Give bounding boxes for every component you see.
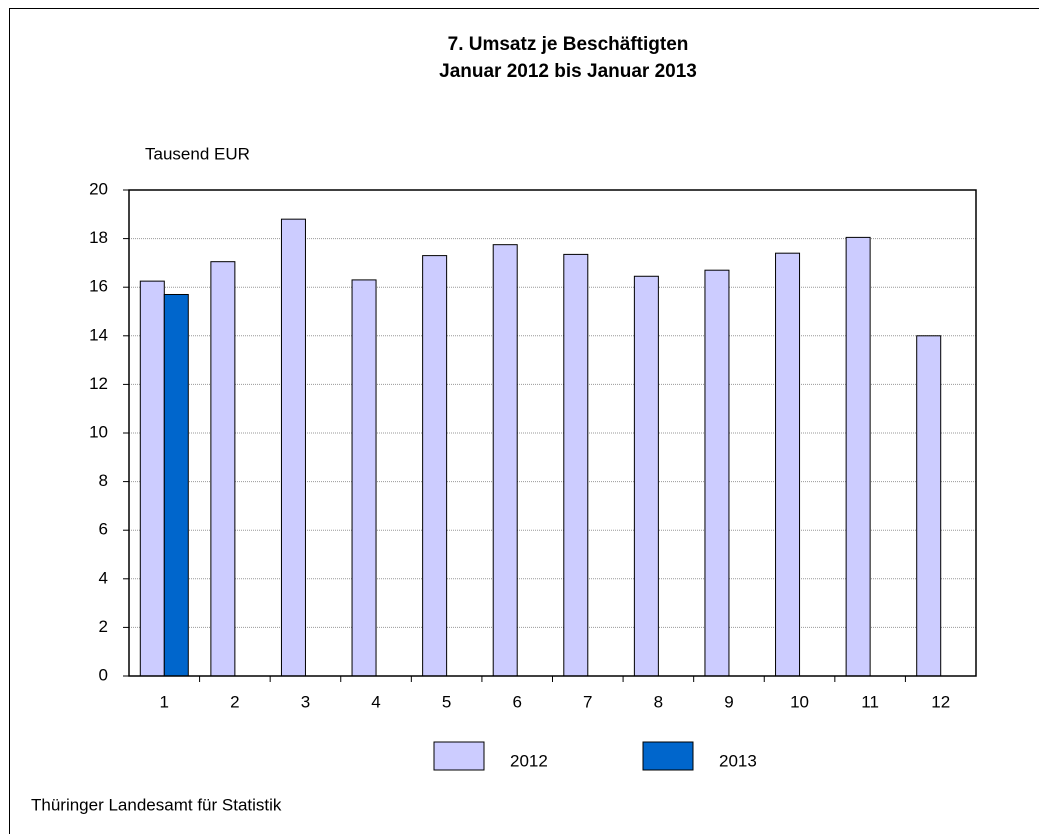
bar xyxy=(492,244,518,677)
x-tick-label: 9 xyxy=(724,692,733,711)
y-tick-label: 16 xyxy=(89,277,108,296)
bar xyxy=(280,218,306,677)
bar xyxy=(916,335,942,677)
y-tick-label: 6 xyxy=(99,520,108,539)
x-tick-label: 10 xyxy=(790,692,809,711)
y-tick-label: 10 xyxy=(89,422,108,441)
legend-swatch xyxy=(642,741,694,771)
y-tick-label: 20 xyxy=(89,179,108,198)
plot-border xyxy=(128,189,977,677)
bar xyxy=(351,279,377,677)
y-tick-label: 14 xyxy=(89,325,108,344)
y-tick-label: 12 xyxy=(89,374,108,393)
x-tick-label: 2 xyxy=(230,692,239,711)
x-tick-label: 11 xyxy=(861,692,879,711)
bar xyxy=(704,269,730,677)
source: Thüringer Landesamt für Statistik xyxy=(31,795,282,814)
chart-title: 7. Umsatz je Beschäftigten xyxy=(448,34,689,55)
x-tick-label: 1 xyxy=(160,692,169,711)
bar xyxy=(422,255,448,677)
y-tick-label: 18 xyxy=(89,228,108,247)
bar xyxy=(633,275,659,677)
bar xyxy=(210,261,236,677)
y-axis-label: Tausend EUR xyxy=(145,144,250,163)
x-tick-label: 8 xyxy=(654,692,663,711)
bar xyxy=(845,236,871,677)
x-tick-label: 3 xyxy=(301,692,310,711)
legend-label: 2012 xyxy=(510,751,548,770)
y-tick-label: 4 xyxy=(99,568,108,587)
x-tick-label: 5 xyxy=(442,692,451,711)
x-tick-label: 6 xyxy=(512,692,521,711)
legend-swatch xyxy=(433,741,485,771)
bar xyxy=(775,252,801,677)
bar xyxy=(163,293,189,677)
bar xyxy=(563,253,589,677)
legend-label: 2013 xyxy=(719,751,757,770)
x-tick-label: 7 xyxy=(583,692,592,711)
y-tick-label: 0 xyxy=(99,665,108,684)
x-tick-label: 4 xyxy=(371,692,380,711)
bar xyxy=(139,280,165,677)
x-tick-label: 12 xyxy=(931,692,950,711)
chart-subtitle: Januar 2012 bis Januar 2013 xyxy=(439,61,697,82)
y-tick-label: 8 xyxy=(99,471,108,490)
y-tick-label: 2 xyxy=(99,617,108,636)
